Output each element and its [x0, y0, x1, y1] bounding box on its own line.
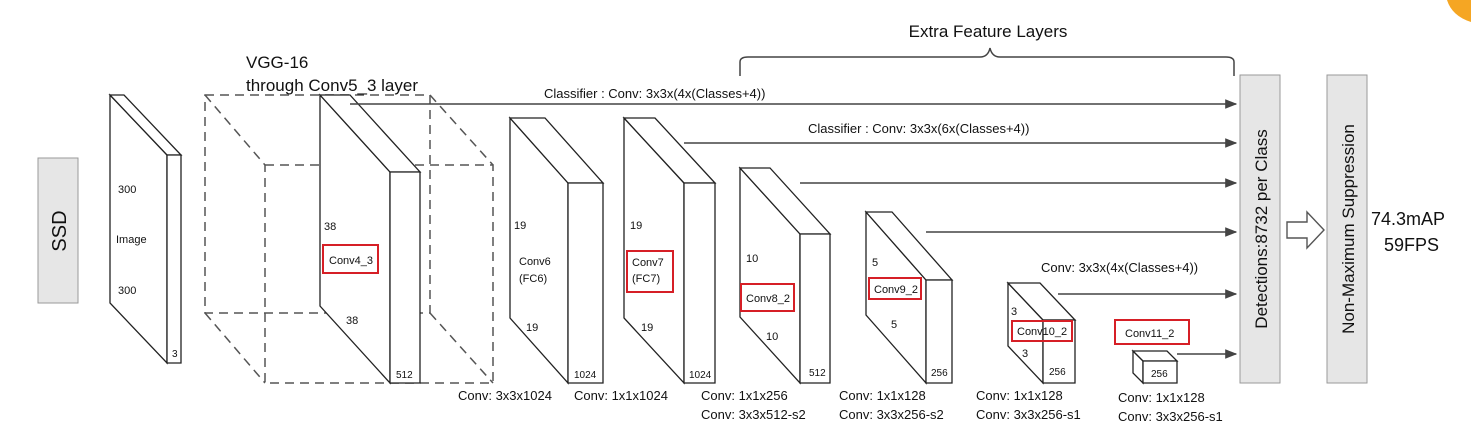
conv10-size-bottom: 3: [1022, 348, 1028, 360]
fc6-size-bottom: 19: [526, 322, 538, 334]
conv9-2-block: 5 Conv9_2 5 256: [864, 210, 954, 385]
conv8-2-block: 10 Conv8_2 10 512: [738, 166, 832, 385]
classifier-label-3: Conv: 3x3x(4x(Classes+4)): [1041, 260, 1198, 275]
conv10-name: Conv10_2: [1017, 326, 1067, 338]
nms-panel: Non-Maximum Suppression: [1326, 74, 1368, 384]
bottom-label-fc6: Conv: 3x3x1024: [458, 388, 552, 403]
image-block: 300 Image 300 3: [108, 93, 183, 365]
conv8-highlight-box: [740, 283, 795, 312]
corner-accent-shape: [1447, 0, 1471, 22]
conv4-size-left: 38: [324, 221, 336, 233]
bottom-label-conv8-line2: Conv: 3x3x512-s2: [701, 407, 806, 422]
bottom-label-conv9-line2: Conv: 3x3x256-s2: [839, 407, 944, 422]
conv11-depth: 256: [1151, 369, 1168, 380]
conv10-size-left: 3: [1011, 306, 1017, 318]
bottom-label-conv9-line1: Conv: 1x1x128: [839, 388, 926, 403]
nms-arrow-icon: [1286, 210, 1325, 250]
fc6-name: Conv6: [519, 256, 551, 268]
classifier-label-1: Classifier : Conv: 3x3x(4x(Classes+4)): [544, 86, 765, 101]
bottom-label-conv10-line2: Conv: 3x3x256-s1: [976, 407, 1081, 422]
conv10-2-block: 3 Conv10_2 3 256: [1006, 281, 1077, 385]
conv11-highlight-box: [1114, 319, 1190, 345]
bottom-label-conv8-line1: Conv: 1x1x256: [701, 388, 788, 403]
conv8-size-bottom: 10: [766, 331, 778, 343]
result-fps: 59FPS: [1384, 235, 1439, 255]
fc6-name2: (FC6): [519, 273, 547, 285]
nms-label: Non-Maximum Suppression: [1339, 124, 1358, 334]
vgg16-dashed-cube: [204, 94, 494, 384]
classifier-arrows: [350, 99, 1238, 359]
conv4-highlight-box: [322, 244, 379, 274]
conv11-2-block: Conv11_2 256: [1114, 319, 1190, 385]
conv9-depth: 256: [931, 368, 948, 379]
bottom-label-fc7: Conv: 1x1x1024: [574, 388, 668, 403]
fc7-highlight-box: [626, 250, 674, 293]
conv4-size-bottom: 38: [346, 315, 358, 327]
conv9-size-bottom: 5: [891, 319, 897, 331]
conv8-name: Conv8_2: [746, 293, 790, 305]
conv4-name: Conv4_3: [329, 255, 373, 267]
conv8-depth: 512: [809, 368, 826, 379]
bottom-label-conv11-line2: Conv: 3x3x256-s1: [1118, 409, 1223, 424]
ssd-label: SSD: [49, 210, 71, 251]
image-depth: 3: [172, 349, 178, 360]
fc7-block: 19 Conv7 (FC7) 19 1024: [622, 116, 717, 385]
detections-label: Detections:8732 per Class: [1252, 129, 1271, 328]
ssd-label-box: SSD: [37, 157, 79, 304]
conv10-highlight-box: [1011, 320, 1073, 342]
fc7-name2: (FC7): [632, 273, 660, 285]
fc7-name: Conv7: [632, 257, 664, 269]
conv10-depth: 256: [1049, 367, 1066, 378]
conv8-size-left: 10: [746, 253, 758, 265]
image-size-top: 300: [118, 184, 136, 196]
conv4-depth: 512: [396, 370, 413, 381]
detections-panel: Detections:8732 per Class: [1239, 74, 1281, 384]
classifier-label-2: Classifier : Conv: 3x3x(6x(Classes+4)): [808, 121, 1029, 136]
vgg-label-line1: VGG-16: [246, 53, 308, 72]
fc7-size-left: 19: [630, 220, 642, 232]
fc7-depth: 1024: [689, 370, 712, 381]
conv11-name: Conv11_2: [1125, 328, 1174, 340]
fc7-size-bottom: 19: [641, 322, 653, 334]
result-map: 74.3mAP: [1371, 209, 1445, 229]
conv9-size-left: 5: [872, 257, 878, 269]
conv4-3-block: 38 Conv4_3 38 512: [318, 93, 422, 385]
conv9-name: Conv9_2: [874, 284, 918, 296]
extra-feature-layers-brace: [739, 47, 1235, 76]
conv9-highlight-box: [868, 277, 922, 300]
image-name: Image: [116, 234, 147, 246]
bottom-label-conv10-line1: Conv: 1x1x128: [976, 388, 1063, 403]
fc6-depth: 1024: [574, 370, 597, 381]
bottom-label-conv11-line1: Conv: 1x1x128: [1118, 390, 1205, 405]
fc6-size-left: 19: [514, 220, 526, 232]
fc6-block: 19 Conv6 (FC6) 19 1024: [508, 116, 605, 385]
image-size-bottom: 300: [118, 285, 136, 297]
vgg-label-line2: through Conv5_3 layer: [246, 76, 418, 95]
extra-feature-layers-title: Extra Feature Layers: [909, 22, 1068, 41]
